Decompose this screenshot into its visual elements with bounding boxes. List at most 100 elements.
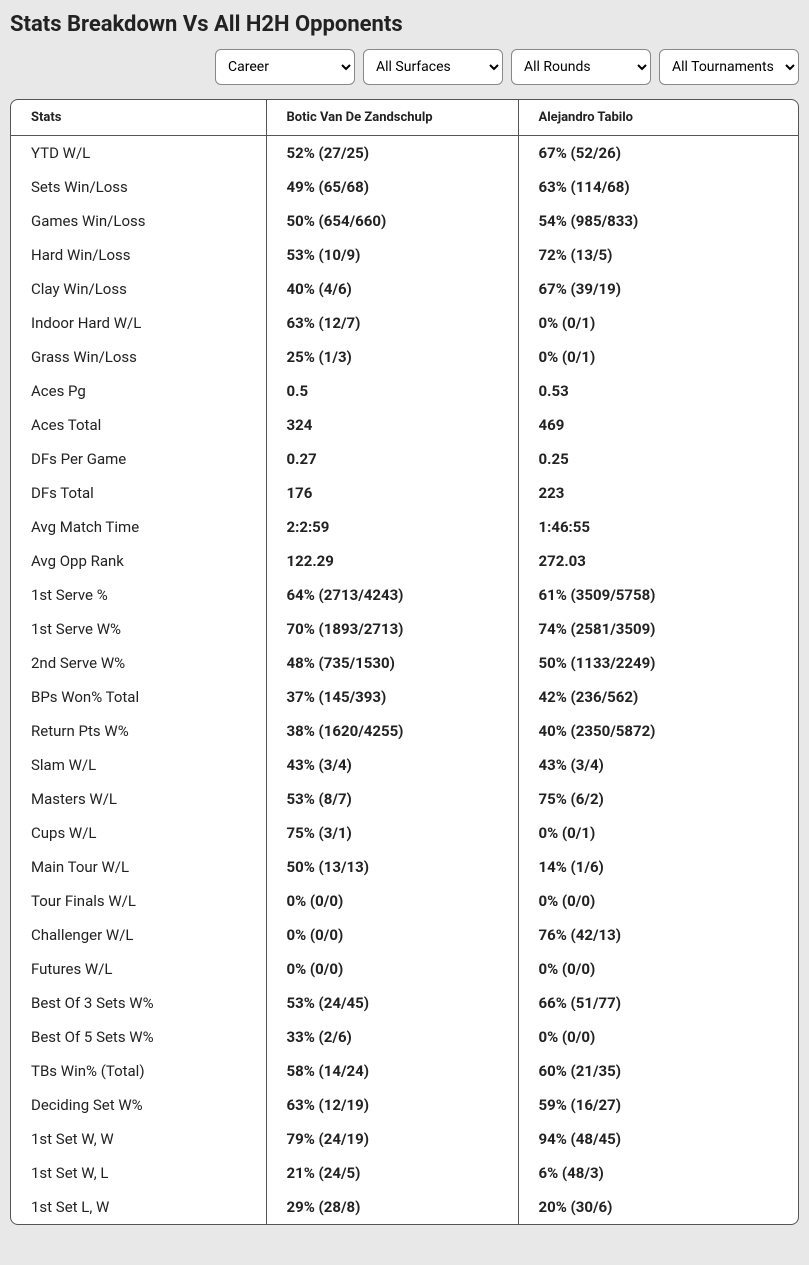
- stat-label: Clay Win/Loss: [11, 272, 266, 306]
- table-row: Best Of 5 Sets W%33% (2/6)0% (0/0): [11, 1020, 798, 1054]
- player2-value: 66% (51/77): [518, 986, 798, 1020]
- table-row: DFs Per Game0.270.25: [11, 442, 798, 476]
- player1-value: 64% (2713/4243): [266, 578, 518, 612]
- player1-value: 53% (24/45): [266, 986, 518, 1020]
- table-row: DFs Total176223: [11, 476, 798, 510]
- player2-value: 0% (0/1): [518, 306, 798, 340]
- table-row: Main Tour W/L50% (13/13)14% (1/6): [11, 850, 798, 884]
- player2-value: 43% (3/4): [518, 748, 798, 782]
- player1-value: 324: [266, 408, 518, 442]
- table-row: Masters W/L53% (8/7)75% (6/2): [11, 782, 798, 816]
- round-select[interactable]: All Rounds: [511, 49, 651, 85]
- player2-value: 50% (1133/2249): [518, 646, 798, 680]
- player1-value: 49% (65/68): [266, 170, 518, 204]
- player1-value: 122.29: [266, 544, 518, 578]
- player2-value: 6% (48/3): [518, 1156, 798, 1190]
- player1-value: 29% (28/8): [266, 1190, 518, 1224]
- stat-label: TBs Win% (Total): [11, 1054, 266, 1088]
- player1-value: 53% (10/9): [266, 238, 518, 272]
- table-row: Best Of 3 Sets W%53% (24/45)66% (51/77): [11, 986, 798, 1020]
- player2-value: 14% (1/6): [518, 850, 798, 884]
- stat-label: Slam W/L: [11, 748, 266, 782]
- player1-value: 58% (14/24): [266, 1054, 518, 1088]
- stat-label: Avg Opp Rank: [11, 544, 266, 578]
- player1-value: 38% (1620/4255): [266, 714, 518, 748]
- player2-value: 40% (2350/5872): [518, 714, 798, 748]
- stats-table: Stats Botic Van De Zandschulp Alejandro …: [11, 100, 798, 1224]
- player2-value: 59% (16/27): [518, 1088, 798, 1122]
- col-header-player2: Alejandro Tabilo: [518, 100, 798, 136]
- stat-label: Best Of 3 Sets W%: [11, 986, 266, 1020]
- stat-label: Indoor Hard W/L: [11, 306, 266, 340]
- player2-value: 72% (13/5): [518, 238, 798, 272]
- player1-value: 25% (1/3): [266, 340, 518, 374]
- stat-label: Aces Pg: [11, 374, 266, 408]
- stat-label: 1st Set L, W: [11, 1190, 266, 1224]
- table-row: Sets Win/Loss49% (65/68)63% (114/68): [11, 170, 798, 204]
- tournament-select[interactable]: All Tournaments: [659, 49, 799, 85]
- player1-value: 53% (8/7): [266, 782, 518, 816]
- stat-label: DFs Total: [11, 476, 266, 510]
- stat-label: Sets Win/Loss: [11, 170, 266, 204]
- player1-value: 50% (654/660): [266, 204, 518, 238]
- player1-value: 63% (12/19): [266, 1088, 518, 1122]
- player1-value: 37% (145/393): [266, 680, 518, 714]
- player2-value: 0% (0/1): [518, 816, 798, 850]
- player2-value: 469: [518, 408, 798, 442]
- stat-label: 1st Serve %: [11, 578, 266, 612]
- player1-value: 0% (0/0): [266, 952, 518, 986]
- player2-value: 61% (3509/5758): [518, 578, 798, 612]
- surface-select[interactable]: All Surfaces: [363, 49, 503, 85]
- table-row: BPs Won% Total37% (145/393)42% (236/562): [11, 680, 798, 714]
- player2-value: 0.25: [518, 442, 798, 476]
- stat-label: YTD W/L: [11, 136, 266, 171]
- player2-value: 60% (21/35): [518, 1054, 798, 1088]
- player2-value: 94% (48/45): [518, 1122, 798, 1156]
- stat-label: Deciding Set W%: [11, 1088, 266, 1122]
- stat-label: Games Win/Loss: [11, 204, 266, 238]
- table-row: Games Win/Loss50% (654/660)54% (985/833): [11, 204, 798, 238]
- player2-value: 76% (42/13): [518, 918, 798, 952]
- player2-value: 74% (2581/3509): [518, 612, 798, 646]
- stat-label: Futures W/L: [11, 952, 266, 986]
- player1-value: 63% (12/7): [266, 306, 518, 340]
- player2-value: 67% (52/26): [518, 136, 798, 171]
- page-title: Stats Breakdown Vs All H2H Opponents: [10, 12, 799, 37]
- table-row: Avg Opp Rank122.29272.03: [11, 544, 798, 578]
- stat-label: 2nd Serve W%: [11, 646, 266, 680]
- period-select[interactable]: Career: [215, 49, 355, 85]
- player1-value: 48% (735/1530): [266, 646, 518, 680]
- player1-value: 21% (24/5): [266, 1156, 518, 1190]
- stat-label: 1st Set W, W: [11, 1122, 266, 1156]
- player2-value: 272.03: [518, 544, 798, 578]
- table-row: Return Pts W%38% (1620/4255)40% (2350/58…: [11, 714, 798, 748]
- stat-label: Challenger W/L: [11, 918, 266, 952]
- player1-value: 176: [266, 476, 518, 510]
- player1-value: 50% (13/13): [266, 850, 518, 884]
- table-row: YTD W/L52% (27/25)67% (52/26): [11, 136, 798, 171]
- stat-label: Cups W/L: [11, 816, 266, 850]
- stat-label: Best Of 5 Sets W%: [11, 1020, 266, 1054]
- table-row: Deciding Set W%63% (12/19)59% (16/27): [11, 1088, 798, 1122]
- stat-label: DFs Per Game: [11, 442, 266, 476]
- player2-value: 54% (985/833): [518, 204, 798, 238]
- table-row: Cups W/L75% (3/1)0% (0/1): [11, 816, 798, 850]
- player2-value: 1:46:55: [518, 510, 798, 544]
- player2-value: 0% (0/0): [518, 884, 798, 918]
- stat-label: Tour Finals W/L: [11, 884, 266, 918]
- player1-value: 0% (0/0): [266, 884, 518, 918]
- player2-value: 67% (39/19): [518, 272, 798, 306]
- table-row: Indoor Hard W/L63% (12/7)0% (0/1): [11, 306, 798, 340]
- stat-label: Aces Total: [11, 408, 266, 442]
- table-row: Clay Win/Loss40% (4/6)67% (39/19): [11, 272, 798, 306]
- player1-value: 33% (2/6): [266, 1020, 518, 1054]
- player2-value: 42% (236/562): [518, 680, 798, 714]
- player2-value: 0.53: [518, 374, 798, 408]
- player1-value: 0% (0/0): [266, 918, 518, 952]
- stat-label: BPs Won% Total: [11, 680, 266, 714]
- table-row: TBs Win% (Total)58% (14/24)60% (21/35): [11, 1054, 798, 1088]
- table-row: Hard Win/Loss53% (10/9)72% (13/5): [11, 238, 798, 272]
- stat-label: Return Pts W%: [11, 714, 266, 748]
- stat-label: 1st Serve W%: [11, 612, 266, 646]
- stat-label: Main Tour W/L: [11, 850, 266, 884]
